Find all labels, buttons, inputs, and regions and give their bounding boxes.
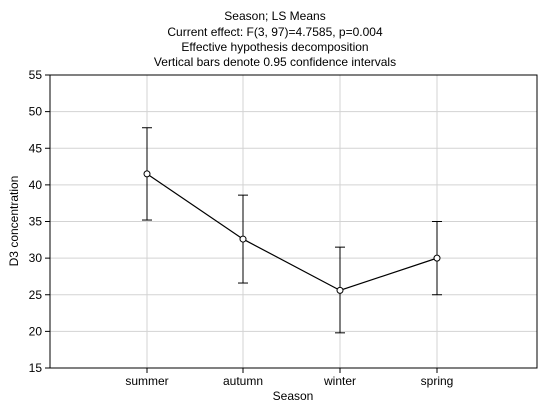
x-tick-label: spring: [421, 374, 454, 388]
data-point: [239, 235, 247, 243]
chart-title: Season; LS Means Current effect: F(3, 97…: [154, 9, 396, 69]
y-axis-label: D3 concentration: [7, 176, 21, 267]
data-series: [142, 127, 442, 334]
y-tick-label: 40: [29, 178, 43, 192]
axes: 15 20 25 30 35 40 45 50 55 summer autumn winter spri…: [29, 68, 538, 388]
y-tick-label: 45: [29, 141, 43, 155]
data-point: [143, 170, 151, 178]
title-line-2: Current effect: F(3, 97)=4.7585, p=0.004: [167, 25, 383, 39]
data-point: [336, 286, 344, 294]
y-tick-label: 20: [29, 324, 43, 338]
x-tick-label: autumn: [223, 374, 263, 388]
x-tick-label: summer: [125, 374, 168, 388]
title-line-4: Vertical bars denote 0.95 confidence int…: [154, 55, 396, 69]
y-tick-label: 55: [29, 68, 43, 82]
y-tick-label: 15: [29, 361, 43, 375]
title-line-1: Season; LS Means: [224, 9, 325, 23]
y-tick-label: 35: [29, 215, 43, 229]
data-point: [433, 254, 441, 262]
y-tick-label: 30: [29, 251, 43, 265]
series-line: [146, 173, 438, 292]
title-line-3: Effective hypothesis decomposition: [181, 40, 368, 54]
y-tick-label: 50: [29, 105, 43, 119]
y-tick-label: 25: [29, 288, 43, 302]
x-tick-label: winter: [323, 374, 356, 388]
x-axis-label: Season: [273, 389, 314, 403]
plot-border: [49, 74, 538, 369]
